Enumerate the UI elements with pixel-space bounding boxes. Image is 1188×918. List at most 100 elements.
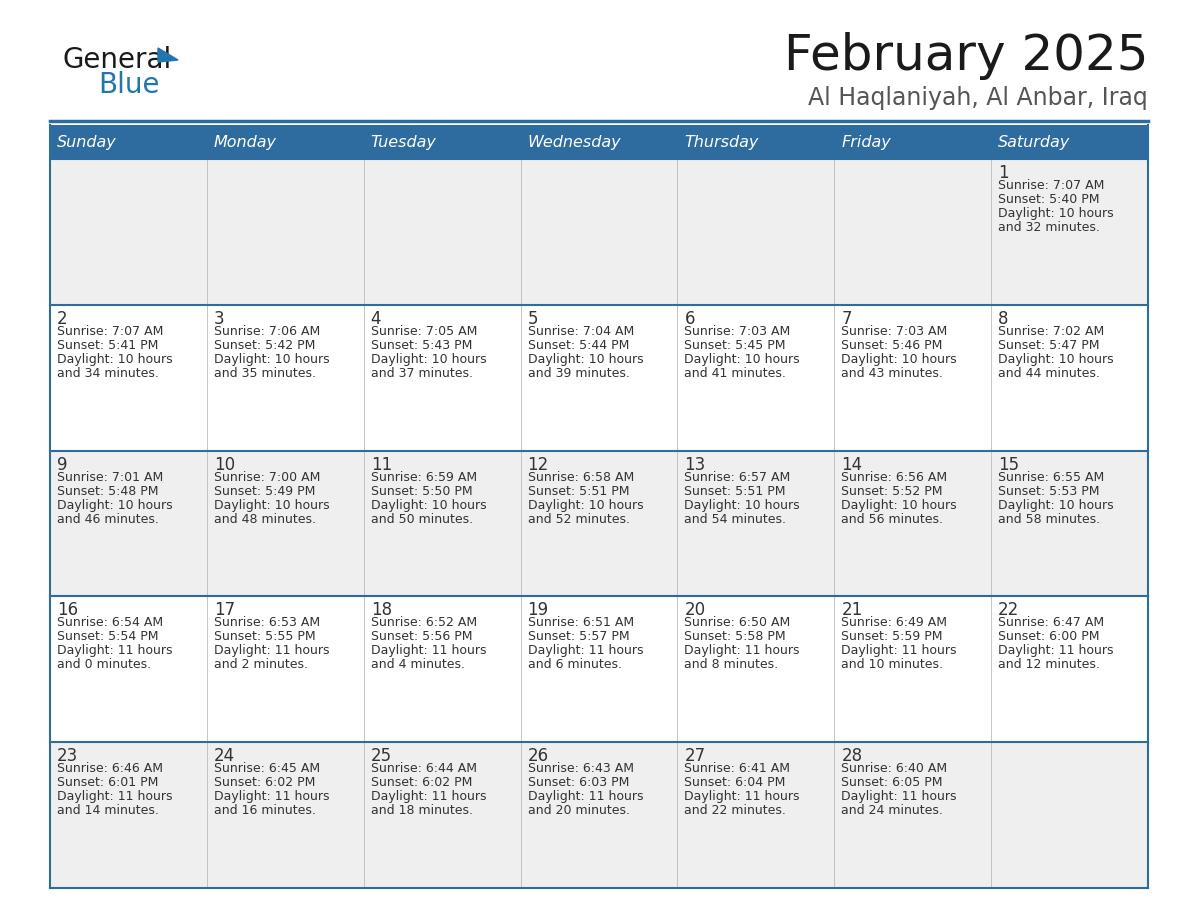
Bar	[834, 125, 991, 159]
Bar	[50, 125, 207, 159]
Text: 9: 9	[57, 455, 68, 474]
Text: 17: 17	[214, 601, 235, 620]
Text: and 44 minutes.: and 44 minutes.	[998, 367, 1100, 380]
Bar	[207, 451, 364, 597]
Bar	[520, 159, 677, 305]
Text: Sunset: 6:02 PM: Sunset: 6:02 PM	[214, 777, 315, 789]
Text: Thursday: Thursday	[684, 135, 759, 150]
Text: Daylight: 11 hours: Daylight: 11 hours	[527, 644, 643, 657]
Text: and 39 minutes.: and 39 minutes.	[527, 367, 630, 380]
Text: Sunset: 5:57 PM: Sunset: 5:57 PM	[527, 631, 630, 644]
Bar	[677, 742, 834, 888]
Text: Sunrise: 7:03 AM: Sunrise: 7:03 AM	[841, 325, 948, 338]
Text: Sunset: 5:59 PM: Sunset: 5:59 PM	[841, 631, 943, 644]
Text: Blue: Blue	[97, 71, 159, 99]
Text: Sunset: 5:48 PM: Sunset: 5:48 PM	[57, 485, 158, 498]
Text: and 18 minutes.: and 18 minutes.	[371, 804, 473, 817]
Text: Sunset: 5:52 PM: Sunset: 5:52 PM	[841, 485, 943, 498]
Text: Daylight: 10 hours: Daylight: 10 hours	[214, 353, 329, 365]
Text: and 54 minutes.: and 54 minutes.	[684, 512, 786, 526]
Text: Sunset: 6:04 PM: Sunset: 6:04 PM	[684, 777, 785, 789]
Bar	[364, 125, 520, 159]
Bar	[364, 159, 520, 305]
Text: Daylight: 10 hours: Daylight: 10 hours	[57, 498, 172, 511]
Text: Sunset: 5:44 PM: Sunset: 5:44 PM	[527, 339, 628, 352]
Text: 26: 26	[527, 747, 549, 766]
Text: Sunset: 5:54 PM: Sunset: 5:54 PM	[57, 631, 158, 644]
Text: 10: 10	[214, 455, 235, 474]
Text: Sunrise: 7:00 AM: Sunrise: 7:00 AM	[214, 471, 321, 484]
Text: Sunset: 5:42 PM: Sunset: 5:42 PM	[214, 339, 315, 352]
Text: Al Haqlaniyah, Al Anbar, Iraq: Al Haqlaniyah, Al Anbar, Iraq	[808, 86, 1148, 110]
Text: 27: 27	[684, 747, 706, 766]
Text: Sunrise: 6:40 AM: Sunrise: 6:40 AM	[841, 762, 947, 775]
Text: and 14 minutes.: and 14 minutes.	[57, 804, 159, 817]
Bar	[520, 305, 677, 451]
Bar	[520, 451, 677, 597]
Text: Sunrise: 6:49 AM: Sunrise: 6:49 AM	[841, 616, 947, 630]
Text: Sunrise: 7:03 AM: Sunrise: 7:03 AM	[684, 325, 791, 338]
Text: Daylight: 11 hours: Daylight: 11 hours	[527, 790, 643, 803]
Bar	[677, 305, 834, 451]
Text: Daylight: 11 hours: Daylight: 11 hours	[214, 644, 329, 657]
Text: and 16 minutes.: and 16 minutes.	[214, 804, 316, 817]
Bar	[520, 742, 677, 888]
Text: 24: 24	[214, 747, 235, 766]
Bar	[207, 125, 364, 159]
Bar	[364, 742, 520, 888]
Bar	[834, 742, 991, 888]
Text: Sunrise: 6:54 AM: Sunrise: 6:54 AM	[57, 616, 163, 630]
Text: Sunrise: 6:46 AM: Sunrise: 6:46 AM	[57, 762, 163, 775]
Bar	[991, 305, 1148, 451]
Text: Sunrise: 6:59 AM: Sunrise: 6:59 AM	[371, 471, 476, 484]
Bar	[834, 305, 991, 451]
Text: 15: 15	[998, 455, 1019, 474]
Text: Daylight: 10 hours: Daylight: 10 hours	[684, 353, 800, 365]
Bar	[677, 159, 834, 305]
Text: Daylight: 11 hours: Daylight: 11 hours	[684, 790, 800, 803]
Text: and 50 minutes.: and 50 minutes.	[371, 512, 473, 526]
Text: and 34 minutes.: and 34 minutes.	[57, 367, 159, 380]
Text: 28: 28	[841, 747, 862, 766]
Text: and 35 minutes.: and 35 minutes.	[214, 367, 316, 380]
Text: Sunrise: 6:47 AM: Sunrise: 6:47 AM	[998, 616, 1105, 630]
Text: 6: 6	[684, 309, 695, 328]
Bar	[520, 125, 677, 159]
Text: Sunrise: 6:56 AM: Sunrise: 6:56 AM	[841, 471, 947, 484]
Text: and 37 minutes.: and 37 minutes.	[371, 367, 473, 380]
Text: Daylight: 10 hours: Daylight: 10 hours	[371, 498, 486, 511]
Text: Monday: Monday	[214, 135, 277, 150]
Text: 18: 18	[371, 601, 392, 620]
Text: Daylight: 11 hours: Daylight: 11 hours	[841, 790, 956, 803]
Text: 20: 20	[684, 601, 706, 620]
Bar	[677, 597, 834, 742]
Text: and 32 minutes.: and 32 minutes.	[998, 221, 1100, 234]
Text: Sunrise: 7:02 AM: Sunrise: 7:02 AM	[998, 325, 1105, 338]
Text: Daylight: 10 hours: Daylight: 10 hours	[841, 498, 956, 511]
Bar	[991, 742, 1148, 888]
Text: Daylight: 10 hours: Daylight: 10 hours	[57, 353, 172, 365]
Text: and 12 minutes.: and 12 minutes.	[998, 658, 1100, 671]
Bar	[364, 305, 520, 451]
Text: Daylight: 10 hours: Daylight: 10 hours	[527, 353, 643, 365]
Text: Sunrise: 6:41 AM: Sunrise: 6:41 AM	[684, 762, 790, 775]
Text: Sunset: 5:50 PM: Sunset: 5:50 PM	[371, 485, 473, 498]
Bar	[677, 451, 834, 597]
Text: Wednesday: Wednesday	[527, 135, 621, 150]
Bar	[50, 159, 207, 305]
Bar	[834, 159, 991, 305]
Text: and 52 minutes.: and 52 minutes.	[527, 512, 630, 526]
Polygon shape	[158, 48, 178, 62]
Text: and 10 minutes.: and 10 minutes.	[841, 658, 943, 671]
Text: Saturday: Saturday	[998, 135, 1070, 150]
Text: Sunrise: 6:50 AM: Sunrise: 6:50 AM	[684, 616, 791, 630]
Bar	[50, 597, 207, 742]
Text: 25: 25	[371, 747, 392, 766]
Text: 23: 23	[57, 747, 78, 766]
Text: Sunrise: 7:07 AM: Sunrise: 7:07 AM	[998, 179, 1105, 192]
Text: Daylight: 10 hours: Daylight: 10 hours	[527, 498, 643, 511]
Text: Sunset: 6:05 PM: Sunset: 6:05 PM	[841, 777, 943, 789]
Bar	[364, 451, 520, 597]
Bar	[207, 305, 364, 451]
Text: Sunday: Sunday	[57, 135, 116, 150]
